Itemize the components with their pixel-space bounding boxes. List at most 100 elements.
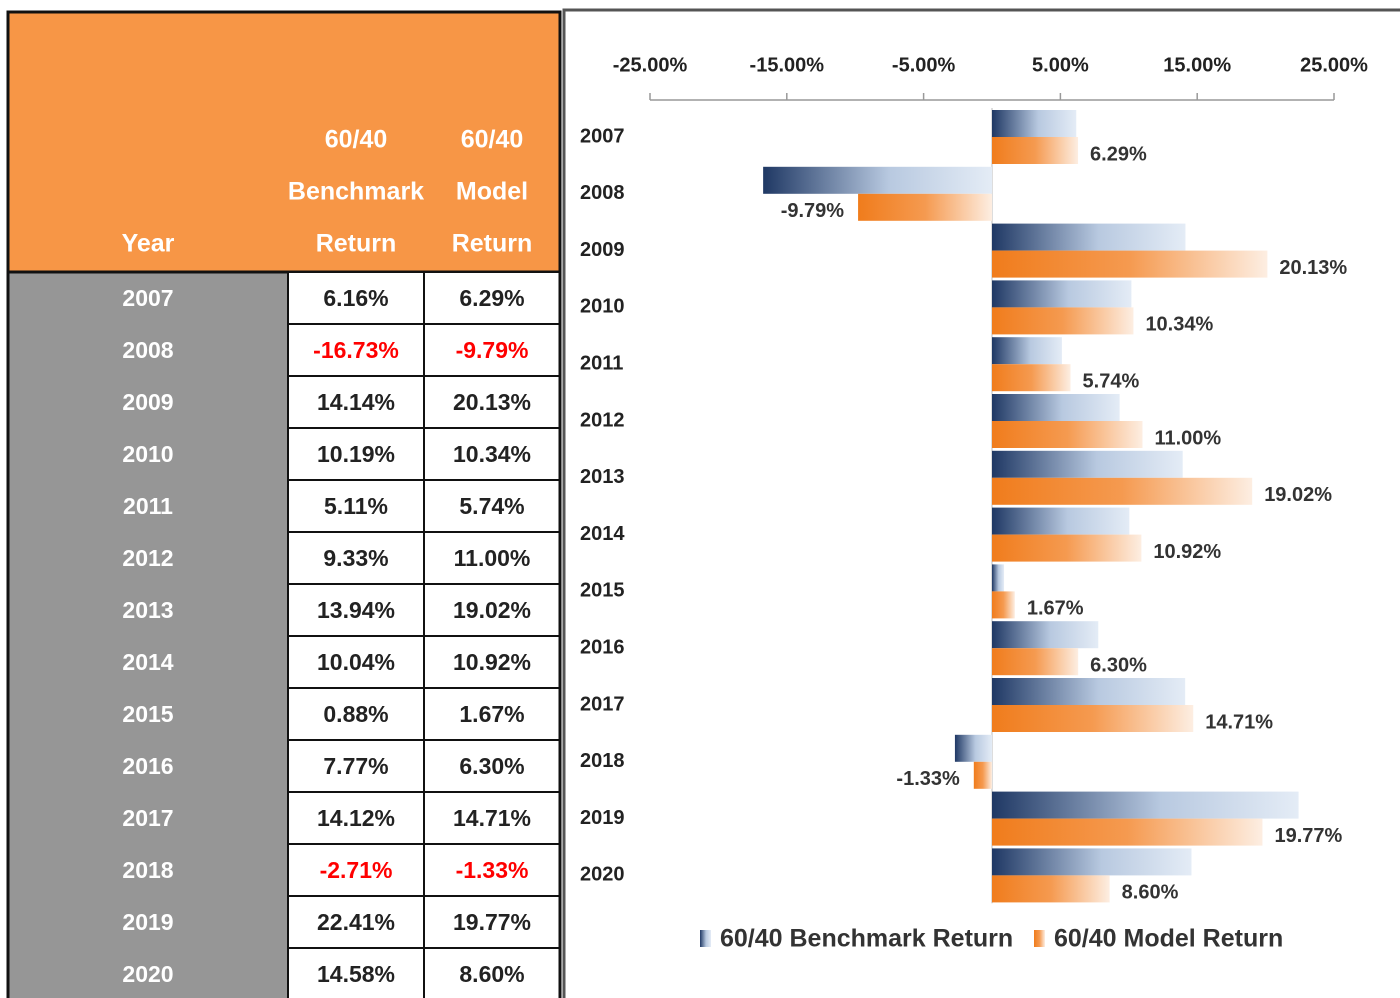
year-cell: 2016 [122, 753, 173, 779]
legend-label: 60/40 Model Return [1054, 925, 1283, 953]
x-tick-label: -15.00% [750, 54, 825, 76]
year-cell: 2017 [122, 805, 173, 831]
value-cell: 22.41% [317, 909, 395, 935]
value-cell: 9.33% [323, 545, 388, 571]
value-cell: 20.13% [453, 389, 531, 415]
data-label: 14.71% [1205, 711, 1273, 733]
x-tick-label: 25.00% [1300, 54, 1368, 76]
category-label: 2016 [580, 636, 625, 658]
value-cell: 6.30% [459, 753, 524, 779]
bar [992, 678, 1186, 705]
cell-box [287, 375, 425, 429]
value-cell: -16.73% [313, 337, 399, 363]
header-cell: Model [456, 178, 528, 206]
value-cell: 5.11% [324, 493, 388, 519]
header-cell: 60/40 [461, 126, 524, 154]
legend-swatch [1034, 930, 1045, 947]
value-cell: -1.33% [456, 857, 529, 883]
value-cell: -9.79% [456, 337, 529, 363]
cell-box [287, 843, 425, 897]
bar [992, 137, 1079, 164]
value-cell: 14.14% [317, 389, 395, 415]
header-cell: Year [122, 230, 175, 258]
year-cell: 2020 [122, 961, 173, 987]
value-cell: 14.71% [453, 805, 531, 831]
table-header-bg [8, 12, 560, 272]
data-label: 1.67% [1027, 598, 1084, 620]
cell-box [423, 271, 561, 325]
bar [992, 705, 1194, 732]
category-label: 2008 [580, 182, 625, 204]
legend-label: 60/40 Benchmark Return [720, 925, 1013, 953]
data-label: 8.60% [1122, 882, 1179, 904]
year-cell: 2012 [122, 545, 173, 571]
value-cell: 14.12% [317, 805, 395, 831]
category-label: 2018 [580, 750, 625, 772]
category-label: 2007 [580, 125, 625, 147]
value-cell: -2.71% [320, 857, 393, 883]
value-cell: 13.94% [317, 597, 395, 623]
cell-box [287, 323, 425, 377]
bar [992, 450, 1183, 478]
data-label: 10.34% [1145, 314, 1213, 336]
year-cell: 2014 [122, 649, 173, 675]
bar [992, 621, 1099, 649]
data-label: 5.74% [1083, 370, 1140, 392]
bar [763, 166, 992, 194]
bar [992, 337, 1062, 365]
bar [973, 761, 992, 789]
cell-box [423, 427, 561, 481]
header-cell: 60/40 [325, 126, 388, 154]
bar [992, 421, 1143, 448]
cell-box [287, 531, 425, 585]
value-cell: 19.02% [453, 597, 531, 623]
category-label: 2011 [580, 352, 623, 374]
bar [992, 791, 1299, 819]
value-cell: 10.92% [453, 649, 531, 675]
bar [954, 734, 992, 762]
value-cell: 10.34% [453, 441, 531, 467]
cell-box [423, 947, 561, 998]
category-label: 2015 [580, 580, 625, 602]
year-cell: 2007 [122, 285, 173, 311]
data-label: 20.13% [1279, 257, 1347, 279]
bar [992, 364, 1071, 392]
value-cell: 6.29% [459, 285, 524, 311]
data-label: 11.00% [1154, 427, 1221, 449]
value-cell: 1.67% [459, 701, 524, 727]
x-tick-label: 15.00% [1163, 54, 1231, 76]
year-cell: 2013 [122, 597, 173, 623]
cell-box [423, 687, 561, 741]
year-cell: 2009 [122, 389, 173, 415]
bar [858, 193, 992, 221]
category-label: 2013 [580, 466, 625, 488]
value-cell: 7.77% [323, 753, 388, 779]
header-cell: Benchmark [288, 178, 424, 206]
x-tick-label: -25.00% [613, 54, 688, 76]
category-label: 2009 [580, 239, 625, 261]
header-cell: Return [452, 230, 533, 258]
table-border [6, 10, 562, 998]
bar [992, 875, 1110, 903]
category-label: 2014 [580, 523, 625, 545]
category-label: 2017 [580, 693, 625, 715]
year-cell: 2019 [122, 909, 173, 935]
cell-box [287, 739, 425, 793]
cell-box [423, 479, 561, 533]
value-cell: 11.00% [454, 545, 531, 571]
bar [992, 280, 1132, 308]
value-cell: 14.58% [317, 961, 395, 987]
value-cell: 10.19% [317, 441, 395, 467]
year-cell: 2015 [122, 701, 173, 727]
legend-swatch [700, 930, 711, 947]
bar [992, 591, 1015, 619]
value-cell: 19.77% [453, 909, 531, 935]
cell-box [287, 947, 425, 998]
category-label: 2020 [580, 864, 625, 886]
value-cell: 10.04% [317, 649, 395, 675]
data-label: -9.79% [781, 200, 845, 222]
cell-box [287, 791, 425, 845]
bar [992, 507, 1130, 535]
year-column-bg [8, 272, 288, 998]
data-label: 19.77% [1274, 825, 1342, 847]
